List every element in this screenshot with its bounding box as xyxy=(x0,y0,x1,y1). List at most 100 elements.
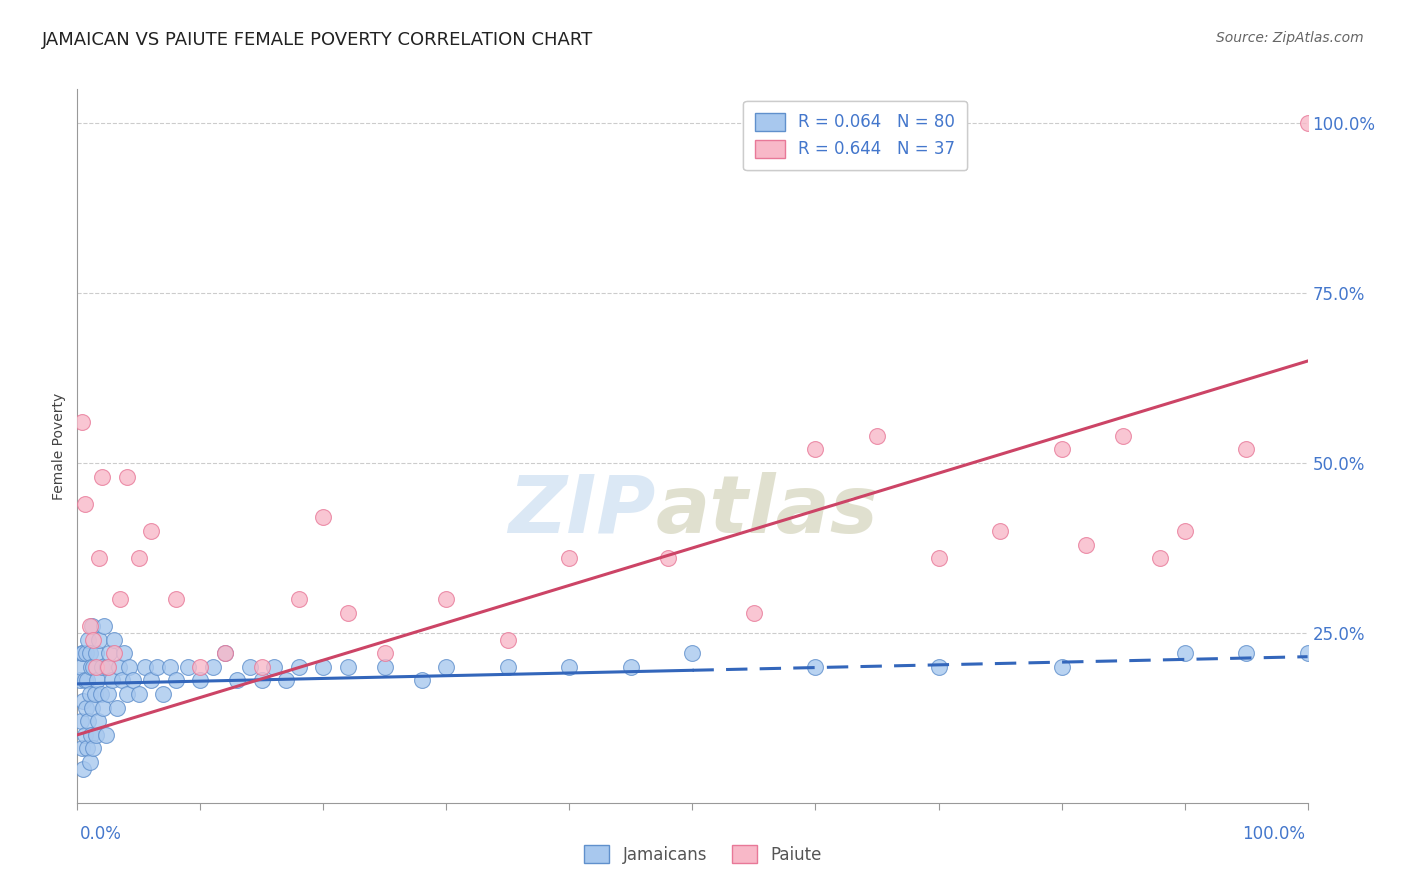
Point xyxy=(436,660,458,674)
Point xyxy=(108,660,131,674)
Point xyxy=(111,673,134,688)
Text: 0.0%: 0.0% xyxy=(80,825,122,843)
Point xyxy=(657,551,679,566)
Point xyxy=(928,551,950,566)
Point xyxy=(103,646,125,660)
Point xyxy=(84,660,107,674)
Point xyxy=(1149,551,1171,566)
Point xyxy=(80,660,103,674)
Point xyxy=(1174,524,1197,538)
Point xyxy=(112,646,135,660)
Point xyxy=(118,660,141,674)
Point xyxy=(86,673,108,688)
Point xyxy=(263,660,285,674)
Point xyxy=(988,524,1011,538)
Point xyxy=(87,714,110,729)
Point xyxy=(90,687,112,701)
Point xyxy=(73,728,96,742)
Point xyxy=(83,687,105,701)
Point xyxy=(159,660,181,674)
Point xyxy=(84,728,107,742)
Point xyxy=(128,551,150,566)
Point xyxy=(84,646,107,660)
Point xyxy=(82,741,104,756)
Point xyxy=(91,700,114,714)
Point xyxy=(312,510,335,524)
Point xyxy=(69,673,91,688)
Point xyxy=(70,646,93,660)
Point xyxy=(90,660,114,674)
Point xyxy=(82,700,104,714)
Point xyxy=(98,646,121,660)
Point xyxy=(177,660,200,674)
Point xyxy=(97,660,120,674)
Point xyxy=(374,646,396,660)
Point xyxy=(1296,646,1319,660)
Point xyxy=(70,660,93,674)
Point xyxy=(1296,116,1319,130)
Point xyxy=(90,469,114,483)
Point xyxy=(928,660,950,674)
Point xyxy=(1234,646,1257,660)
Point xyxy=(110,591,132,606)
Point xyxy=(682,646,704,660)
Point xyxy=(70,741,93,756)
Text: Source: ZipAtlas.com: Source: ZipAtlas.com xyxy=(1216,31,1364,45)
Point xyxy=(79,687,101,701)
Text: JAMAICAN VS PAIUTE FEMALE POVERTY CORRELATION CHART: JAMAICAN VS PAIUTE FEMALE POVERTY CORREL… xyxy=(42,31,593,49)
Point xyxy=(558,551,581,566)
Point xyxy=(76,673,98,688)
Point xyxy=(141,524,163,538)
Point xyxy=(105,700,128,714)
Point xyxy=(77,632,100,647)
Point xyxy=(79,646,101,660)
Point xyxy=(75,700,97,714)
Point xyxy=(152,687,174,701)
Point xyxy=(73,673,96,688)
Point xyxy=(94,728,117,742)
Point xyxy=(804,442,827,457)
Point xyxy=(79,619,101,633)
Point xyxy=(804,660,827,674)
Point xyxy=(226,673,249,688)
Point xyxy=(141,673,163,688)
Point xyxy=(1234,442,1257,457)
Point xyxy=(1076,537,1098,551)
Text: 100.0%: 100.0% xyxy=(1241,825,1305,843)
Point xyxy=(77,714,100,729)
Point xyxy=(1050,660,1073,674)
Point xyxy=(89,632,111,647)
Point xyxy=(1050,442,1073,457)
Point xyxy=(288,591,311,606)
Point xyxy=(374,660,396,674)
Point xyxy=(128,687,150,701)
Point xyxy=(103,632,125,647)
Text: atlas: atlas xyxy=(655,472,879,549)
Point xyxy=(70,714,93,729)
Point xyxy=(1174,646,1197,660)
Point xyxy=(97,687,120,701)
Point xyxy=(82,632,104,647)
Point xyxy=(72,762,94,776)
Point xyxy=(288,660,311,674)
Point xyxy=(115,469,138,483)
Point xyxy=(101,673,124,688)
Y-axis label: Female Poverty: Female Poverty xyxy=(52,392,66,500)
Point xyxy=(250,660,273,674)
Point xyxy=(165,591,187,606)
Point xyxy=(75,646,97,660)
Point xyxy=(620,660,643,674)
Legend: Jamaicans, Paiute: Jamaicans, Paiute xyxy=(578,838,828,871)
Text: ZIP: ZIP xyxy=(508,472,655,549)
Point xyxy=(214,646,236,660)
Point xyxy=(312,660,335,674)
Legend: R = 0.064   N = 80, R = 0.644   N = 37: R = 0.064 N = 80, R = 0.644 N = 37 xyxy=(744,101,967,170)
Point xyxy=(1112,429,1135,443)
Point xyxy=(93,619,115,633)
Point xyxy=(72,694,94,708)
Point xyxy=(201,660,224,674)
Point xyxy=(89,551,111,566)
Point xyxy=(134,660,156,674)
Point xyxy=(214,646,236,660)
Point xyxy=(82,619,104,633)
